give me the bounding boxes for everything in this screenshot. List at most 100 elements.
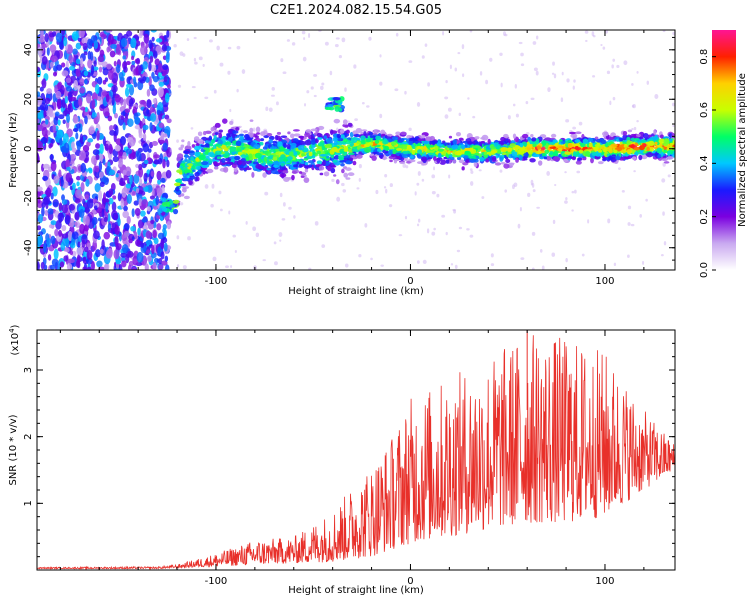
- noise-mark: [306, 90, 310, 94]
- noise-mark: [87, 50, 92, 61]
- noise-mark: [252, 127, 256, 132]
- noise-mark: [65, 158, 70, 168]
- noise-mark: [585, 39, 588, 43]
- noise-mark: [633, 126, 637, 131]
- noise-mark: [75, 189, 82, 199]
- ridge-mark: [231, 163, 238, 169]
- noise-mark: [564, 200, 568, 204]
- ridge-mark: [298, 135, 305, 139]
- ridge-mark: [442, 140, 446, 143]
- noise-mark: [50, 138, 55, 144]
- ridge-mark: [300, 175, 305, 179]
- ridge-mark: [501, 152, 507, 156]
- noise-mark: [531, 267, 535, 270]
- noise-mark: [55, 32, 63, 43]
- noise-mark: [74, 198, 81, 204]
- noise-mark: [52, 93, 57, 103]
- noise-mark: [74, 211, 80, 221]
- noise-mark: [176, 264, 180, 268]
- ridge-mark: [573, 143, 580, 146]
- ridge-mark: [344, 160, 352, 165]
- noise-mark: [265, 106, 269, 112]
- noise-mark: [645, 198, 648, 202]
- noise-mark: [106, 63, 112, 70]
- ridge-mark: [303, 177, 310, 183]
- ridge-mark: [280, 135, 288, 139]
- noise-mark: [539, 248, 543, 253]
- noise-mark: [78, 97, 83, 107]
- noise-mark: [85, 257, 93, 265]
- noise-mark: [179, 202, 184, 206]
- noise-mark: [103, 216, 108, 223]
- noise-mark: [345, 263, 349, 268]
- noise-mark: [125, 83, 133, 88]
- noise-mark: [404, 215, 408, 220]
- ridge-mark: [460, 144, 466, 150]
- ridge-mark: [291, 156, 296, 161]
- ridge-mark: [324, 143, 332, 149]
- ridge-mark: [214, 122, 221, 128]
- noise-mark: [68, 204, 75, 211]
- noise-mark: [52, 124, 56, 134]
- noise-mark: [282, 71, 287, 75]
- noise-mark: [41, 43, 45, 54]
- noise-mark: [627, 254, 630, 258]
- noise-mark: [520, 52, 524, 57]
- noise-mark: [152, 75, 159, 83]
- ridge-mark: [452, 159, 457, 164]
- noise-mark: [154, 58, 160, 66]
- noise-mark: [125, 61, 131, 66]
- noise-mark: [78, 30, 86, 38]
- ridge-mark: [509, 143, 516, 148]
- ridge-mark: [265, 151, 272, 157]
- ridge-mark: [417, 138, 422, 142]
- spectrogram-y-tick-label: 0: [23, 146, 34, 152]
- noise-mark: [44, 97, 51, 105]
- ridge-mark: [241, 139, 248, 143]
- noise-mark: [383, 186, 387, 189]
- noise-mark: [515, 113, 519, 118]
- ridge-mark: [188, 173, 194, 177]
- ridge-mark: [349, 141, 354, 147]
- noise-mark: [514, 83, 517, 89]
- ridge-mark: [221, 158, 226, 164]
- snr-x-tick-label: 100: [595, 576, 614, 587]
- ridge-mark: [607, 155, 613, 161]
- noise-mark: [93, 60, 97, 67]
- noise-mark: [646, 80, 650, 85]
- noise-mark: [338, 55, 342, 59]
- ridge-mark: [268, 138, 273, 144]
- noise-mark: [361, 102, 365, 105]
- ridge-mark: [549, 151, 554, 155]
- noise-mark: [63, 255, 69, 262]
- ridge-mark: [500, 136, 506, 142]
- ridge-mark: [434, 145, 439, 152]
- ridge-mark: [259, 131, 266, 137]
- noise-mark: [47, 208, 54, 215]
- noise-mark: [490, 263, 495, 267]
- noise-mark: [104, 77, 109, 82]
- noise-mark: [424, 43, 428, 47]
- noise-mark: [160, 177, 166, 183]
- noise-mark: [532, 189, 536, 193]
- noise-mark: [417, 171, 421, 176]
- ridge-mark: [214, 132, 219, 135]
- ridge-mark: [193, 145, 201, 151]
- noise-mark: [142, 61, 148, 70]
- ridge-mark: [213, 161, 218, 165]
- noise-mark: [433, 166, 436, 171]
- ridge-mark: [323, 171, 330, 177]
- noise-mark: [152, 229, 157, 239]
- ridge-mark: [595, 138, 603, 143]
- noise-mark: [379, 81, 383, 86]
- noise-mark: [385, 188, 388, 194]
- ridge-mark: [503, 133, 509, 138]
- ridge-mark: [260, 138, 265, 142]
- noise-mark: [219, 62, 224, 67]
- spectrogram-y-label: Frequency (Hz): [8, 112, 19, 188]
- ridge-mark: [213, 134, 217, 141]
- noise-mark: [571, 190, 575, 194]
- ridge-mark: [296, 161, 300, 165]
- noise-mark: [166, 221, 172, 230]
- ridge-mark: [345, 129, 350, 134]
